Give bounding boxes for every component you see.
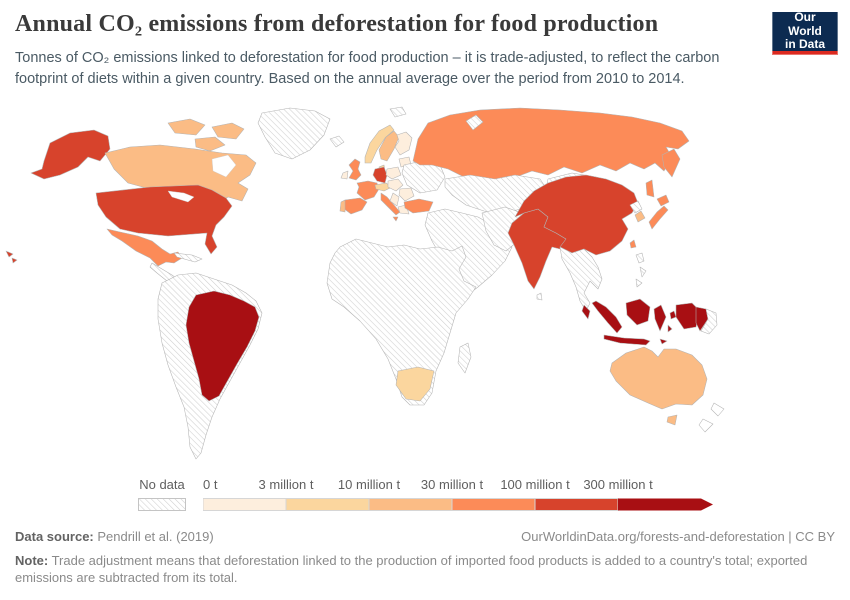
owid-logo[interactable]: Our World in Data xyxy=(772,8,838,55)
legend-swatch-1[interactable] xyxy=(285,498,370,511)
country-new-zealand[interactable] xyxy=(698,418,714,433)
country-taiwan[interactable] xyxy=(629,239,637,249)
region-balkans[interactable] xyxy=(389,192,400,207)
chart-subtitle: Tonnes of CO₂ emissions linked to defore… xyxy=(15,49,720,87)
country-new-zealand[interactable] xyxy=(710,402,725,417)
region-central-europe[interactable] xyxy=(387,178,404,192)
region-romania-bulgaria[interactable] xyxy=(398,187,415,202)
country-sweden[interactable] xyxy=(378,130,400,162)
owid-logo-text: Our World in Data xyxy=(772,8,838,55)
country-svalbard[interactable] xyxy=(389,106,407,118)
country-indonesia-moluccas[interactable] xyxy=(667,324,673,333)
legend-color-bar xyxy=(203,498,713,511)
country-cuba[interactable] xyxy=(173,252,203,263)
country-australia[interactable] xyxy=(609,346,708,410)
country-usa-alaska[interactable] xyxy=(30,129,111,180)
country-papua-new-guinea[interactable] xyxy=(695,306,709,332)
legend-swatch-5[interactable] xyxy=(618,498,701,511)
country-canada-arctic-islands[interactable] xyxy=(167,118,206,136)
country-iceland[interactable] xyxy=(329,135,345,148)
country-usa[interactable] xyxy=(95,184,233,255)
country-north-korea[interactable] xyxy=(629,200,643,214)
country-papua-new-guinea-east[interactable] xyxy=(700,308,718,335)
country-indonesia-borneo[interactable] xyxy=(625,298,651,326)
legend-tick-4: 100 million t xyxy=(500,477,570,492)
chart-header: Annual CO₂ emissions from deforestation … xyxy=(15,8,838,90)
country-japan-honshu[interactable] xyxy=(648,205,669,230)
country-turkey[interactable] xyxy=(403,198,434,214)
country-philippines[interactable] xyxy=(639,266,647,278)
country-italy[interactable] xyxy=(380,192,401,216)
legend-tick-0: 0 t xyxy=(203,477,218,492)
legend-swatch-4[interactable] xyxy=(534,498,619,511)
legend-swatch-3[interactable] xyxy=(451,498,536,511)
country-indonesia-timor[interactable] xyxy=(659,338,668,345)
country-australia-tasmania[interactable] xyxy=(666,414,678,426)
region-africa[interactable] xyxy=(326,238,477,406)
legend-tick-1: 3 million t xyxy=(258,477,314,492)
country-philippines[interactable] xyxy=(635,278,643,288)
country-canada-arctic-islands[interactable] xyxy=(211,122,245,140)
data-source: Data source: Pendrill et al. (2019) xyxy=(15,529,214,546)
world-choropleth-map xyxy=(5,106,725,460)
data-source-label: Data source: xyxy=(15,529,94,544)
legend-swatch-2[interactable] xyxy=(368,498,453,511)
legend-arrow-cap xyxy=(701,498,713,511)
country-germany[interactable] xyxy=(372,166,388,184)
country-norway[interactable] xyxy=(364,124,395,164)
country-philippines[interactable] xyxy=(635,252,645,264)
country-mexico[interactable] xyxy=(106,228,183,267)
country-greenland[interactable] xyxy=(257,107,331,160)
legend-swatch-0[interactable] xyxy=(203,498,287,511)
page-title: Annual CO₂ emissions from deforestation … xyxy=(15,11,659,37)
country-malaysia[interactable] xyxy=(581,304,591,320)
data-source-value: Pendrill et al. (2019) xyxy=(93,529,214,544)
country-brazil[interactable] xyxy=(185,290,260,402)
country-sri-lanka[interactable] xyxy=(536,292,543,301)
country-italy-sicily[interactable] xyxy=(392,216,399,222)
legend-tick-3: 30 million t xyxy=(420,477,484,492)
country-finland[interactable] xyxy=(394,131,413,156)
country-russia-sakhalin[interactable] xyxy=(645,179,655,198)
country-france[interactable] xyxy=(356,180,380,201)
country-japan-hokkaido[interactable] xyxy=(656,194,670,207)
country-indonesia-papua[interactable] xyxy=(675,302,701,330)
map-legend: No data 0 t 3 million t 10 million t 30 … xyxy=(0,477,850,517)
legend-no-data-label: No data xyxy=(139,477,185,492)
country-indonesia-moluccas[interactable] xyxy=(669,310,677,320)
country-russia-kamchatka[interactable] xyxy=(661,148,681,178)
country-usa-hawaii[interactable] xyxy=(5,250,14,258)
country-indonesia-sulawesi[interactable] xyxy=(653,304,667,332)
chart-footer: Data source: Pendrill et al. (2019) OurW… xyxy=(15,529,835,587)
country-spain[interactable] xyxy=(342,197,368,215)
great-lakes xyxy=(167,190,195,203)
country-russia[interactable] xyxy=(412,107,690,182)
source-url-link[interactable]: OurWorldinData.org/forests-and-deforesta… xyxy=(521,529,835,544)
country-madagascar[interactable] xyxy=(457,342,472,374)
country-indonesia-java[interactable] xyxy=(603,334,651,346)
region-novaya-zemlya[interactable] xyxy=(465,114,484,131)
country-usa-hawaii[interactable] xyxy=(11,257,18,264)
footer-note: Note: Trade adjustment means that defore… xyxy=(15,553,835,587)
legend-no-data-swatch[interactable] xyxy=(138,498,186,512)
country-indonesia-sumatra[interactable] xyxy=(591,300,623,334)
country-portugal[interactable] xyxy=(339,199,346,213)
country-united-kingdom[interactable] xyxy=(348,158,362,181)
country-ireland[interactable] xyxy=(340,170,349,180)
hudson-bay xyxy=(211,154,237,178)
legend-tick-2: 10 million t xyxy=(337,477,401,492)
country-south-africa[interactable] xyxy=(395,366,435,402)
legend-tick-5: 300 million t xyxy=(583,477,653,492)
country-poland[interactable] xyxy=(385,166,402,180)
region-indochina[interactable] xyxy=(559,246,603,312)
country-china[interactable] xyxy=(514,174,639,256)
country-canada-arctic-islands[interactable] xyxy=(194,136,226,152)
footer-note-label: Note: xyxy=(15,552,49,568)
footer-note-value: Trade adjustment means that deforestatio… xyxy=(15,552,808,585)
country-south-korea[interactable] xyxy=(634,210,646,223)
